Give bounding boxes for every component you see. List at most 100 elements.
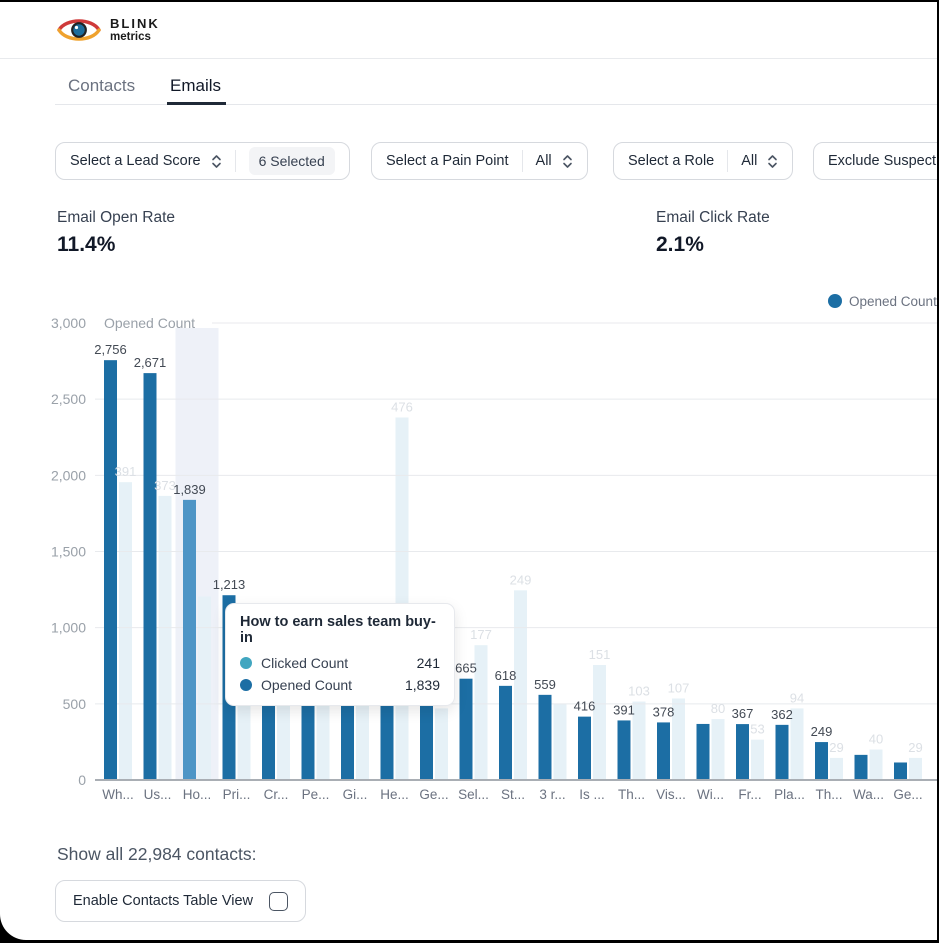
tooltip-opened-row: Opened Count 1,839 [240,677,440,693]
bar-clicked-count[interactable] [119,482,132,780]
role-filter[interactable]: Select a Role All [613,142,794,180]
bar-opened-count[interactable] [696,723,710,780]
y-tick-label: 2,500 [51,391,86,407]
bar-clicked-count[interactable] [869,749,883,780]
clicked-bar-label: 80 [711,701,725,716]
y-axis-title: Opened Count [104,315,195,331]
bar-opened-count[interactable] [104,360,117,780]
x-tick-label: Gi... [343,787,368,802]
bar-opened-count[interactable] [736,724,749,780]
blink-metrics-logo[interactable]: BLINK metrics [57,15,160,45]
tooltip-clicked-label: Clicked Count [261,655,349,671]
bar-clicked-count[interactable] [198,596,211,780]
bar-opened-count[interactable] [499,685,512,780]
emails-bar-chart: 0 500 1,000 1,500 2,000 2,500 3,000 Opened Coun… [51,315,937,802]
bar-clicked-count[interactable] [751,739,764,780]
opened-bar-label: 2,671 [134,355,167,370]
clicked-bar-label: 107 [668,681,690,696]
bar-opened-count[interactable] [538,694,552,780]
tabs-divider [55,104,937,105]
bar-opened-count[interactable] [578,716,591,780]
x-tick-label: Ge... [419,787,448,802]
clicked-bar-label: 373 [154,478,176,493]
x-tick-label: Ho... [183,787,212,802]
bar-clicked-count[interactable] [356,696,369,780]
bar-clicked-count[interactable] [316,688,330,780]
clicked-bar-label: 29 [908,740,922,755]
x-tick-label: Vis... [656,787,686,802]
bar-opened-count[interactable] [894,762,907,780]
bar-opened-count[interactable] [775,724,789,780]
chart-legend[interactable]: Opened Count [828,292,937,310]
bar-opened-count[interactable] [459,678,473,780]
x-tick-label: Wa... [853,787,884,802]
clicked-count-dot-icon [240,657,252,669]
bar-clicked-count[interactable] [158,495,172,780]
table-view-checkbox[interactable] [269,891,289,911]
bar-clicked-count[interactable] [790,708,804,780]
bar-clicked-count[interactable] [553,703,567,780]
pain-point-filter[interactable]: Select a Pain Point All [371,142,588,180]
bar-clicked-count[interactable] [830,757,843,780]
x-tick-label: Th... [618,787,645,802]
bar-clicked-count[interactable] [711,719,725,780]
opened-bar-label: 362 [771,707,793,722]
opened-count-dot-icon [240,679,252,691]
bar-clicked-count[interactable] [514,590,527,780]
bar-opened-count[interactable] [815,742,828,780]
email-click-rate-label: Email Click Rate [656,209,770,226]
top-header: BLINK metrics [0,2,937,59]
bar-opened-count[interactable] [143,373,157,780]
opened-bar-label: 416 [574,699,596,714]
bar-opened-count[interactable] [657,722,670,780]
brand-name: BLINK [110,15,160,31]
pain-point-filter-label: Select a Pain Point [386,153,509,169]
opened-bar-label: 367 [732,706,754,721]
email-open-rate-label: Email Open Rate [57,209,176,226]
clicked-bar-label: 476 [391,399,413,414]
bar-clicked-count[interactable] [277,692,290,780]
x-tick-label: Pla... [774,787,805,802]
x-tick-label: Us... [144,787,172,802]
opened-bar-label: 249 [811,724,833,739]
updown-chevron-icon [768,154,778,168]
role-filter-value: All [741,153,758,169]
exclude-suspects-filter[interactable]: Exclude Suspect [813,142,937,180]
x-tick-label: Is ... [579,787,605,802]
bar-opened-count[interactable] [617,720,631,780]
bar-opened-count[interactable] [183,499,196,780]
tooltip-opened-label: Opened Count [261,677,353,693]
brand-subname: metrics [110,30,151,43]
bar-clicked-count[interactable] [435,708,448,780]
clicked-bar-label: 249 [510,572,532,587]
lead-score-filter[interactable]: Select a Lead Score 6 Selected [55,142,350,180]
pain-point-filter-value: All [535,153,552,169]
clicked-bar-label: 29 [829,740,843,755]
bar-clicked-count[interactable] [395,417,409,780]
tab-emails[interactable]: Emails [170,76,222,95]
email-open-rate-value: 11.4% [57,233,116,256]
bar-clicked-count[interactable] [672,698,685,780]
clicked-bar-label: 177 [470,627,492,642]
opened-count-legend-label: Opened Count [849,293,937,309]
email-click-rate-value: 2.1% [656,233,704,256]
opened-bar-label: 665 [455,661,477,676]
bar-opened-count[interactable] [854,754,868,780]
clicked-bar-label: 94 [790,690,804,705]
bar-clicked-count[interactable] [474,645,488,780]
lead-score-selected-badge: 6 Selected [248,147,335,175]
bar-clicked-count[interactable] [632,701,646,780]
opened-count-legend-dot [828,294,842,308]
bar-clicked-count[interactable] [593,664,606,780]
updown-chevron-icon [562,154,572,168]
tab-contacts[interactable]: Contacts [68,76,136,95]
y-tick-label: 1,500 [51,544,86,560]
x-tick-label: Wi... [697,787,724,802]
opened-bar-label: 391 [613,702,635,717]
enable-contacts-table-view-button[interactable]: Enable Contacts Table View [55,880,307,922]
lead-score-filter-label: Select a Lead Score [70,153,201,169]
clicked-bar-label: 103 [628,684,650,699]
bar-clicked-count[interactable] [909,757,922,780]
show-all-contacts-text: Show all 22,984 contacts: [57,844,257,864]
